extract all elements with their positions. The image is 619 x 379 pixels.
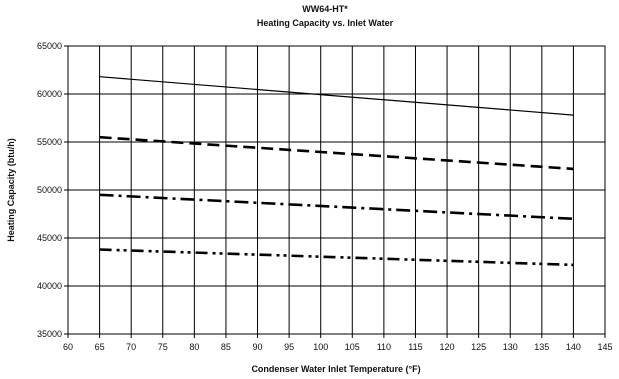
- chart-subtitle: Heating Capacity vs. Inlet Water: [257, 18, 394, 28]
- x-tick-label: 75: [158, 342, 168, 352]
- series-line-4: [99, 248, 574, 267]
- x-tick-label: 60: [63, 342, 73, 352]
- series-line-1: [99, 76, 574, 116]
- gridlines: [68, 46, 605, 334]
- x-tick-label: 105: [345, 342, 360, 352]
- x-tick-label: 130: [503, 342, 518, 352]
- x-tick-label: 110: [377, 342, 391, 352]
- x-tick-label: 85: [221, 342, 231, 352]
- x-axis-ticks: 60 65 70 75 80 85 90 95 100 105 110 115 120 125 130 135…: [63, 334, 613, 352]
- x-tick-label: 90: [253, 342, 263, 352]
- y-tick-label: 60000: [37, 89, 62, 99]
- y-tick-label: 55000: [37, 137, 62, 147]
- x-tick-label: 145: [597, 342, 612, 352]
- x-tick-label: 80: [189, 342, 199, 352]
- x-tick-label: 125: [471, 342, 486, 352]
- series-layer: [99, 76, 574, 267]
- chart-title: WW64-HT*: [302, 4, 348, 14]
- y-tick-label: 65000: [37, 41, 62, 51]
- x-tick-label: 135: [534, 342, 549, 352]
- x-tick-label: 120: [440, 342, 455, 352]
- y-tick-label: 40000: [37, 281, 62, 291]
- x-axis-label: Condenser Water Inlet Temperature (°F): [251, 364, 420, 374]
- x-tick-label: 140: [566, 342, 581, 352]
- x-tick-label: 70: [126, 342, 136, 352]
- y-axis-label: Heating Capacity (btu/h): [6, 138, 16, 242]
- x-tick-label: 65: [95, 342, 105, 352]
- y-tick-label: 50000: [37, 185, 62, 195]
- series-line-2: [99, 135, 574, 171]
- y-axis-ticks: 35000 40000 45000 50000 55000 60000 65000: [37, 41, 68, 339]
- x-tick-label: 100: [313, 342, 328, 352]
- y-tick-label: 35000: [37, 329, 62, 339]
- y-tick-label: 45000: [37, 233, 62, 243]
- x-tick-label: 115: [408, 342, 422, 352]
- x-tick-label: 95: [284, 342, 294, 352]
- series-line-3: [99, 193, 574, 221]
